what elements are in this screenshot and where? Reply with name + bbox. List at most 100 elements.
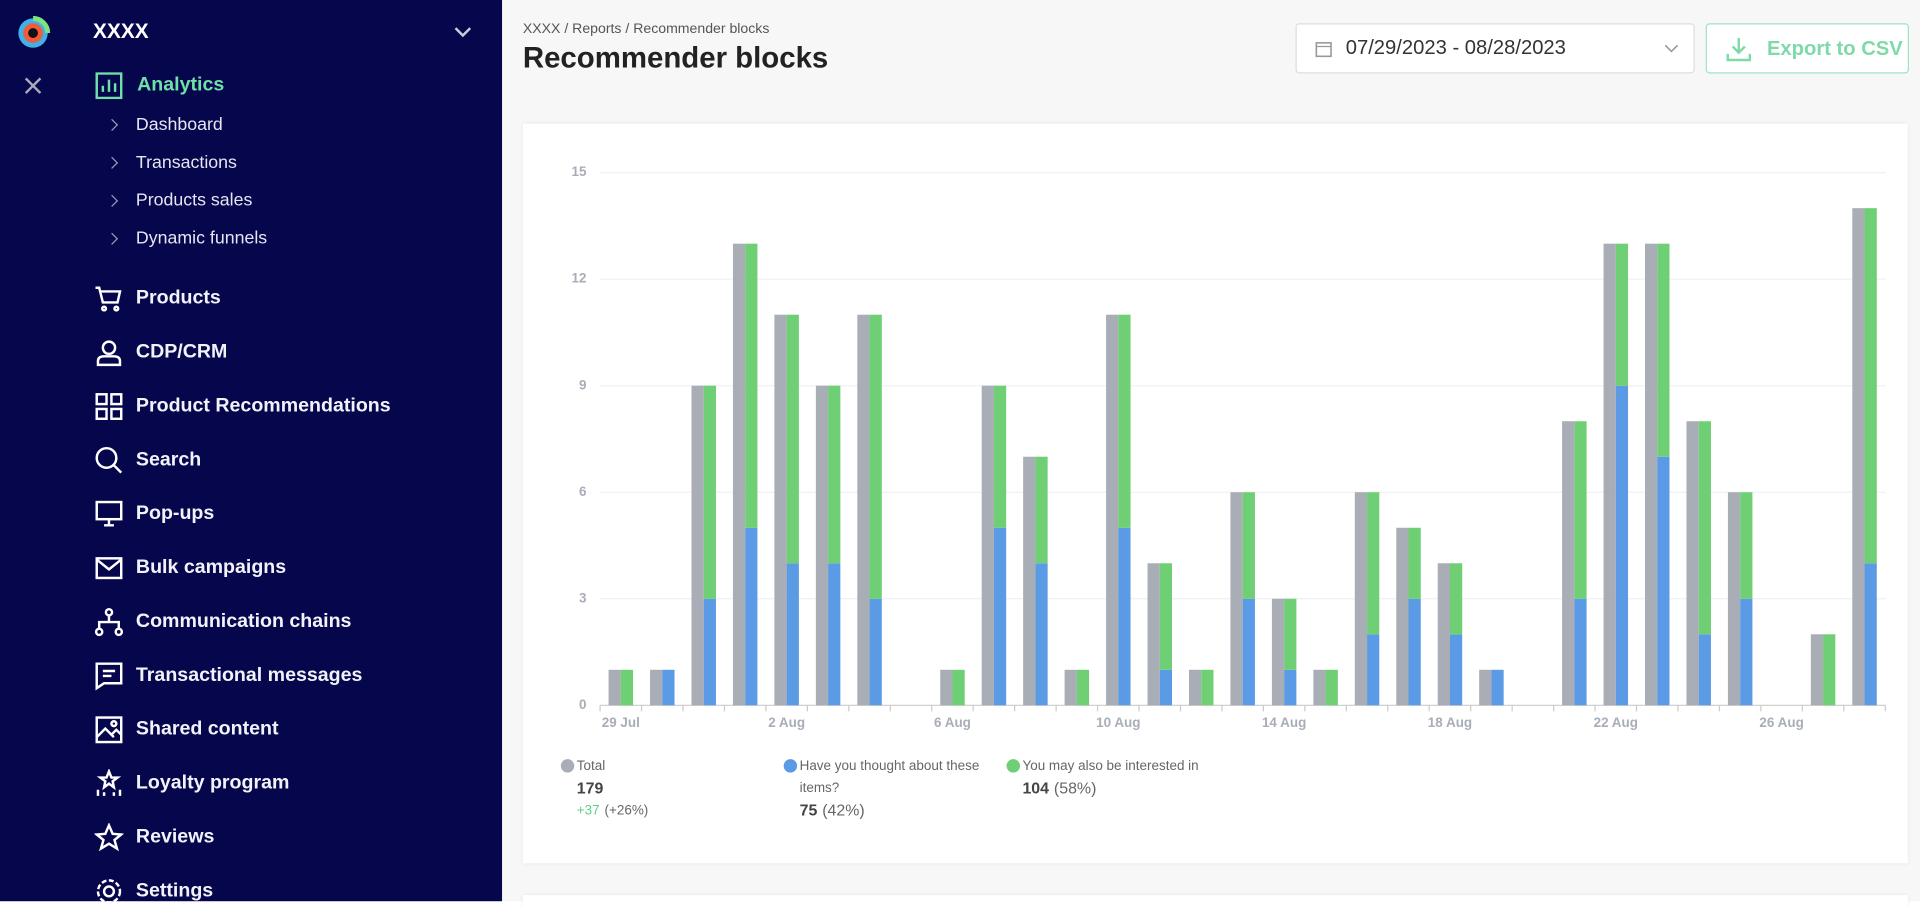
bar-segment	[1657, 243, 1670, 457]
sub-chevron	[105, 194, 119, 207]
bar-segment	[1242, 492, 1255, 599]
x-tick-label: 29 Jul	[602, 715, 640, 730]
date-picker[interactable]: 07/29/2023 - 08/28/2023	[1295, 23, 1695, 74]
legend-item: You may also be interested in 104 (58%)	[1006, 756, 1218, 800]
menu-icon	[94, 822, 124, 852]
menu-item[interactable]: Loyalty program	[135, 772, 290, 794]
legend-change-pct: (+26%)	[604, 803, 649, 818]
sub-item[interactable]: Transactions	[135, 153, 237, 173]
bar-segment	[993, 527, 1007, 706]
bar-segment	[1574, 421, 1587, 599]
x-tick-label: 22 Aug	[1594, 715, 1638, 730]
bar-segment	[691, 385, 704, 706]
legend-share: (42%)	[822, 800, 865, 820]
sub-item[interactable]: Dynamic funnels	[135, 228, 268, 249]
menu-icon	[94, 607, 124, 637]
export-label: Export to CSV	[1766, 37, 1903, 61]
analytics-icon	[95, 72, 123, 100]
bar-segment	[703, 385, 716, 599]
bar-segment	[1449, 634, 1463, 706]
bar-segment	[1562, 421, 1575, 706]
bar-segment	[1023, 456, 1036, 706]
menu-icon	[95, 557, 123, 580]
bar-segment	[1159, 669, 1173, 706]
bar-segment	[1159, 563, 1173, 670]
bar-segment	[732, 243, 746, 706]
y-tick-label: 15	[572, 164, 587, 179]
bar-segment	[828, 563, 841, 706]
y-tick-label: 12	[572, 271, 587, 286]
bar-segment	[1118, 527, 1131, 706]
menu-icon	[95, 716, 123, 744]
menu-item[interactable]: Reviews	[135, 826, 215, 848]
bar-segment	[1437, 563, 1450, 706]
bar-segment	[1615, 243, 1629, 386]
legend-summary: 104	[1022, 778, 1050, 798]
menu-item[interactable]: Settings	[135, 880, 214, 902]
brand-toggle[interactable]	[453, 24, 473, 39]
bar-segment	[1076, 669, 1090, 706]
bar-segment	[703, 598, 716, 706]
bar-segment	[1698, 634, 1711, 706]
bar-segment	[608, 669, 621, 706]
legend-swatch	[783, 759, 798, 773]
bar-segment	[952, 669, 965, 706]
bar-segment	[828, 385, 841, 564]
bar-segment	[1325, 669, 1338, 706]
bar-segment	[620, 669, 634, 706]
bar-segment	[745, 527, 758, 706]
legend-change: +37 (+26%)	[577, 800, 773, 822]
sub-chevron	[105, 156, 119, 169]
date-range: 07/29/2023 - 08/28/2023	[1345, 36, 1566, 59]
bar-segment	[1479, 669, 1492, 706]
bar-segment	[745, 243, 758, 528]
close-button[interactable]	[24, 77, 42, 94]
sub-chevron	[105, 232, 119, 245]
bar-segment	[1271, 598, 1285, 706]
bar-segment	[1284, 669, 1297, 706]
bar-segment	[1740, 598, 1753, 706]
bar-segment	[1035, 563, 1048, 706]
bar-segment	[1188, 669, 1202, 706]
section-label[interactable]: Analytics	[137, 74, 225, 96]
sub-item[interactable]: Products sales	[135, 191, 253, 211]
x-tick-label: 18 Aug	[1428, 715, 1472, 730]
bar-segment	[815, 385, 829, 706]
bar-segment	[940, 669, 953, 706]
menu-item[interactable]: Communication chains	[135, 611, 352, 632]
next-card	[522, 895, 1908, 907]
menu-item[interactable]: CDP/CRM	[135, 341, 228, 363]
logo	[18, 15, 51, 48]
menu-item[interactable]: Shared content	[135, 718, 279, 740]
bar-segment	[1230, 492, 1243, 706]
menu-item[interactable]: Product Recommendations	[135, 395, 391, 417]
menu-item[interactable]: Bulk campaigns	[135, 557, 287, 578]
bar-segment	[869, 598, 882, 706]
menu-icon	[95, 393, 123, 421]
date-chevron	[1664, 44, 1679, 53]
bar-segment	[1064, 669, 1077, 706]
menu-item[interactable]: Products	[135, 287, 221, 309]
y-tick-label: 0	[579, 697, 586, 712]
menu-item[interactable]: Transactional messages	[135, 664, 363, 686]
bar-segment	[981, 385, 994, 706]
x-tick-label: 14 Aug	[1262, 715, 1306, 730]
y-tick-label: 6	[579, 484, 586, 499]
bar-segment	[786, 314, 799, 564]
sub-item[interactable]: Dashboard	[135, 115, 223, 135]
bar-segment	[1657, 456, 1670, 706]
bar-segment	[1449, 563, 1463, 635]
menu-item[interactable]: Search	[135, 449, 202, 471]
x-tick-label: 2 Aug	[768, 715, 805, 730]
brand: XXXX	[93, 19, 149, 43]
bar-segment	[1810, 634, 1824, 706]
bar-segment	[1698, 421, 1711, 635]
sidebar: XXXX Analytics Dashboard Transactions Prod…	[0, 0, 503, 904]
export-button[interactable]: Export to CSV	[1705, 23, 1909, 74]
menu-item[interactable]: Pop-ups	[135, 503, 215, 525]
legend-stats: 179	[577, 778, 773, 800]
bar-segment	[1367, 634, 1380, 706]
legend-summary: 179	[576, 778, 604, 798]
x-tick-label: 26 Aug	[1759, 715, 1803, 730]
